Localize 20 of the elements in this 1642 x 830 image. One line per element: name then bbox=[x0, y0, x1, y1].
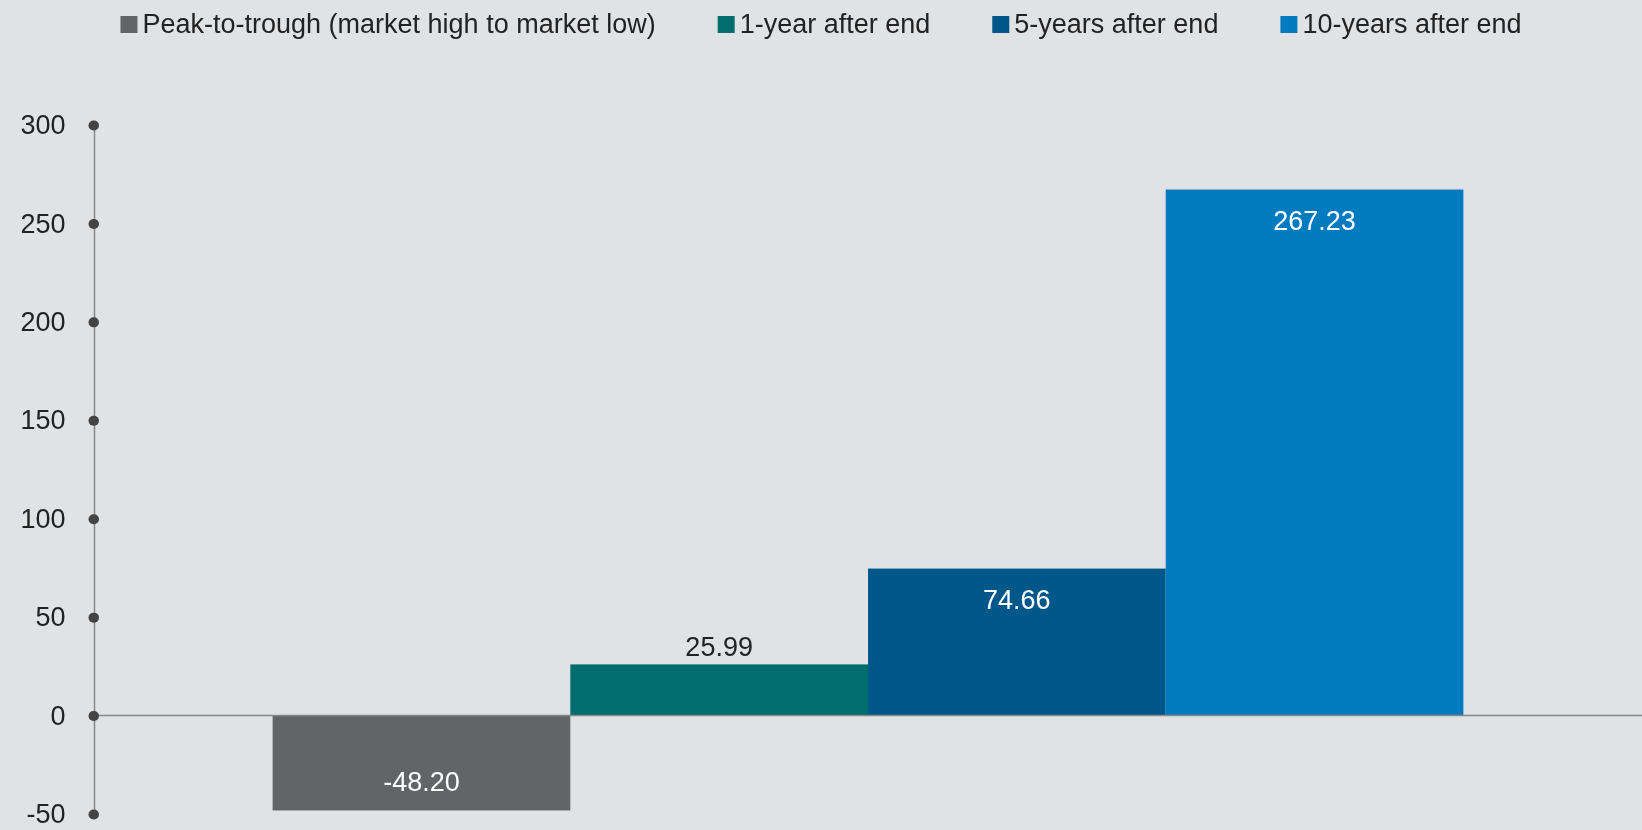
legend-label: 5-years after end bbox=[1014, 9, 1219, 39]
data-label: 267.23 bbox=[1273, 205, 1356, 236]
y-tick-label: 0 bbox=[50, 700, 66, 731]
data-label: 74.66 bbox=[983, 584, 1051, 615]
y-tick-label: 250 bbox=[20, 208, 66, 239]
y-tick-label: 200 bbox=[20, 307, 66, 337]
bar bbox=[272, 715, 571, 811]
y-tick-label: 50 bbox=[35, 602, 66, 633]
data-label: 25.99 bbox=[685, 632, 753, 663]
y-tick-label: 300 bbox=[20, 110, 66, 141]
y-tick-label: 150 bbox=[20, 405, 66, 436]
legend-label: 1-year after end bbox=[739, 9, 931, 39]
bar bbox=[868, 568, 1166, 716]
bar bbox=[570, 664, 868, 716]
legend-label: 10-years after end bbox=[1302, 9, 1522, 39]
y-tick-label: 100 bbox=[20, 503, 66, 534]
bar bbox=[1165, 189, 1464, 716]
legend-label: Peak-to-trough (market high to market low) bbox=[142, 9, 656, 39]
data-label: -48.20 bbox=[383, 767, 460, 798]
y-tick-label: -50 bbox=[26, 799, 66, 830]
